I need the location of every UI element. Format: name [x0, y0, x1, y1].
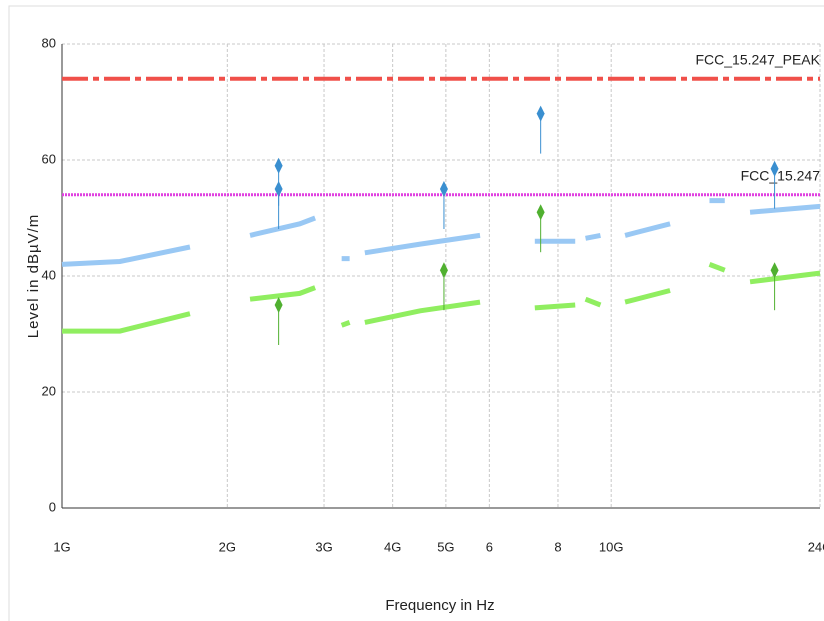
marker: [770, 262, 779, 279]
marker: [536, 204, 545, 221]
limit-label: FCC_15.247_PEAK: [695, 52, 820, 68]
marker: [274, 297, 283, 313]
y-axis-label: Level in dBµV/m: [25, 214, 42, 339]
y-tick-label: 20: [42, 383, 56, 398]
x-tick-label: 6: [486, 539, 493, 554]
x-tick-label: 8: [554, 539, 561, 554]
marker: [274, 181, 283, 197]
frame: [8, 5, 824, 621]
x-tick-label: 4G: [384, 539, 401, 554]
marker: [439, 262, 448, 279]
x-tick-label: 1G: [53, 539, 70, 554]
x-tick-label: 3G: [315, 539, 332, 554]
x-axis-label: Frequency in Hz: [385, 597, 494, 614]
y-tick-label: 60: [42, 151, 56, 166]
x-tick-label: 10G: [599, 539, 624, 554]
x-tick-label: 5G: [437, 539, 454, 554]
marker: [770, 160, 779, 177]
limit-label: FCC_15.247: [741, 168, 821, 184]
trace: [62, 262, 821, 334]
marker: [274, 157, 283, 174]
trace: [61, 198, 821, 267]
y-tick-label: 0: [49, 499, 56, 514]
y-tick-label: 80: [42, 35, 56, 50]
marker: [439, 181, 448, 197]
y-tick-label: 40: [42, 267, 56, 282]
x-tick-label: 2G: [219, 539, 236, 554]
marker: [536, 105, 545, 122]
x-tick-label: 24G: [808, 539, 824, 554]
